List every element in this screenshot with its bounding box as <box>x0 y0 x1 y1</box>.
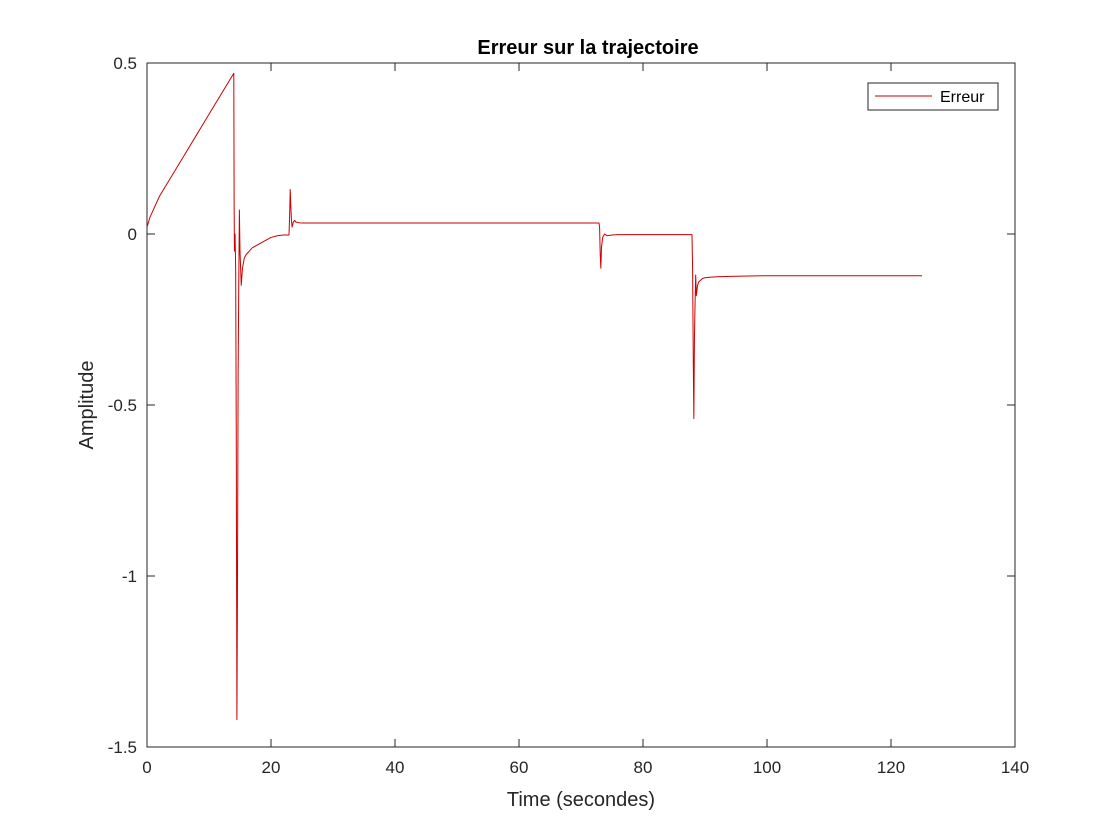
y-tick-label: -1 <box>122 567 137 586</box>
x-tick-label: 120 <box>877 758 905 777</box>
x-tick-label: 100 <box>753 758 781 777</box>
series-line-erreur <box>146 72 922 721</box>
y-tick-label: -0.5 <box>108 396 137 415</box>
lines-layer <box>146 72 922 721</box>
chart-title: Erreur sur la trajectoire <box>477 37 698 59</box>
x-tick-label: 140 <box>1001 758 1029 777</box>
legend-label-erreur: Erreur <box>940 89 985 106</box>
legend[interactable]: Erreur <box>867 82 999 111</box>
axes-box <box>146 62 1016 748</box>
x-tick-label: 0 <box>142 758 151 777</box>
ticks-layer: 0 20 40 60 80 100 120 140 -1.5 -1 -0.5 0 0.5 <box>108 54 1029 777</box>
y-tick-label: -1.5 <box>108 738 137 757</box>
y-tick-label: 0 <box>128 225 137 244</box>
x-tick-label: 20 <box>262 758 281 777</box>
y-tick-label: 0.5 <box>113 54 137 73</box>
x-tick-label: 80 <box>634 758 653 777</box>
y-axis-label: Amplitude <box>76 361 98 450</box>
x-tick-label: 60 <box>510 758 529 777</box>
x-axis-label: Time (secondes) <box>507 789 655 811</box>
x-tick-label: 40 <box>386 758 405 777</box>
